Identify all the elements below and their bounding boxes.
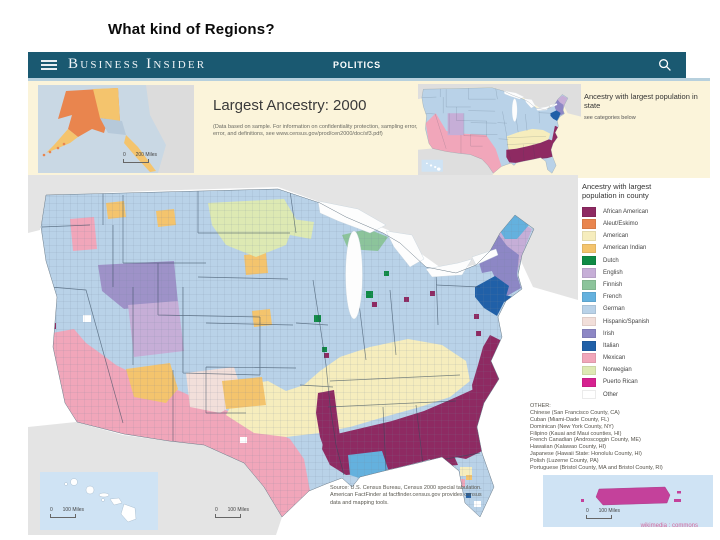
other-item: French Canadian (Androscoggin County, ME… (530, 437, 641, 444)
other-item: Filipino (Kauai and Maui counties, HI) (530, 430, 622, 437)
slide-title: What kind of Regions? (108, 21, 275, 38)
legend-item: American Indian (582, 242, 714, 254)
legend-swatch (582, 268, 596, 278)
puerto-rico-inset-map (543, 475, 713, 527)
scale-bar-hawaii: 0 100 Miles (50, 507, 90, 518)
legend-label: English (603, 269, 623, 276)
legend-swatch (582, 255, 596, 266)
scale-bar-alaska: 0 200 Miles (123, 152, 163, 163)
alaska-inset-map (38, 85, 194, 173)
legend-item: Hispanic/Spanish (582, 315, 714, 327)
legend-item: Norwegian (582, 364, 714, 376)
legend-swatch (582, 243, 596, 254)
other-item: Polish (Luzerne County, PA) (530, 458, 599, 464)
county-legend-title: Ancestry with largest population in coun… (582, 182, 652, 201)
legend-item: Other (582, 389, 714, 401)
legend-item: French (582, 291, 714, 303)
other-list: Chinese (San Francisco County, CA) Cuban … (530, 410, 712, 472)
other-item: Hawaiian (Kalawao County, HI) (530, 444, 607, 451)
legend-label: American (603, 233, 629, 240)
site-header: Business Insider POLITICS (28, 52, 686, 78)
legend-swatch (582, 377, 596, 388)
map-title: Largest Ancestry: 2000 (213, 97, 367, 114)
legend-label: Irish (603, 330, 615, 337)
county-legend-list: African American Aleut/Eskimo American A… (582, 206, 714, 401)
other-item: Japanese (Hawaii State: Honolulu County,… (530, 451, 642, 458)
other-item: Dominican (New York County, NY) (530, 423, 614, 430)
map-note: (Data based on sample. For information o… (213, 124, 451, 138)
scale-bar-main: 0 100 Miles (215, 507, 255, 518)
legend-label: Finnish (603, 281, 623, 288)
legend-label: American Indian (603, 245, 647, 252)
legend-label: Hispanic/Spanish (603, 318, 650, 325)
legend-label: Aleut/Eskimo (603, 221, 639, 228)
search-icon[interactable] (658, 58, 672, 72)
legend-label: Other (603, 391, 619, 398)
legend-label: German (603, 306, 625, 313)
legend-item: English (582, 267, 714, 279)
other-item: Portuguese (Bristol County, MA and Brist… (530, 464, 663, 471)
legend-item: Dutch (582, 255, 714, 267)
legend-item: Puerto Rican (582, 376, 714, 388)
legend-item: American (582, 230, 714, 242)
legend-swatch (582, 389, 596, 400)
hawaii-inset-map (40, 472, 158, 530)
county-legend: Ancestry with largest population in coun… (582, 182, 714, 401)
legend-label: Mexican (603, 355, 626, 362)
hamburger-menu-icon[interactable] (41, 60, 57, 70)
brand-logo[interactable]: Business Insider (68, 56, 207, 72)
legend-swatch (582, 304, 596, 315)
legend-swatch (582, 341, 596, 351)
legend-label: Norwegian (603, 367, 632, 374)
other-heading: OTHER: (530, 403, 551, 409)
source-note: Source: U.S. Census Bureau, Census 2000 … (330, 485, 482, 506)
county-choropleth-map (28, 175, 578, 535)
legend-item: Aleut/Eskimo (582, 218, 714, 230)
legend-item: Irish (582, 328, 714, 340)
legend-item: Finnish (582, 279, 714, 291)
scale-bar-puerto-rico: 0 100 Miles (586, 508, 626, 519)
legend-label: Italian (603, 342, 620, 349)
legend-item: Mexican (582, 352, 714, 364)
legend-swatch (582, 365, 596, 376)
state-legend-title: Ancestry with largest population in stat… (584, 92, 698, 111)
legend-swatch (582, 219, 596, 229)
other-ancestries-note: OTHER: Chinese (San Francisco County, CA… (530, 403, 712, 472)
state-choropleth-map (418, 84, 581, 178)
state-legend: Ancestry with largest population in stat… (584, 92, 706, 121)
legend-item: African American (582, 206, 714, 218)
other-item: Cuban (Miami-Dade County, FL) (530, 416, 610, 423)
legend-swatch (582, 231, 596, 241)
state-legend-subtitle: see categories below (584, 114, 636, 121)
legend-label: African American (603, 208, 649, 215)
legend-swatch (582, 353, 596, 363)
nav-politics-label[interactable]: POLITICS (333, 60, 381, 70)
legend-swatch (582, 328, 596, 339)
header-divider (28, 78, 710, 81)
legend-label: Puerto Rican (603, 379, 638, 386)
legend-item: German (582, 303, 714, 315)
watermark-credit: wikimedia : commons (640, 523, 698, 529)
legend-swatch (582, 316, 596, 327)
legend-label: Dutch (603, 257, 619, 264)
other-item: Chinese (San Francisco County, CA) (530, 409, 620, 416)
legend-swatch (582, 292, 596, 302)
legend-swatch (582, 280, 596, 290)
nav-politics: POLITICS (28, 60, 686, 70)
legend-item: Italian (582, 340, 714, 352)
legend-swatch (582, 207, 596, 217)
legend-label: French (603, 294, 622, 301)
